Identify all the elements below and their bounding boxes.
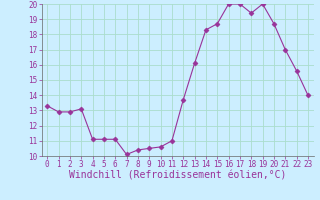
X-axis label: Windchill (Refroidissement éolien,°C): Windchill (Refroidissement éolien,°C) [69, 171, 286, 181]
